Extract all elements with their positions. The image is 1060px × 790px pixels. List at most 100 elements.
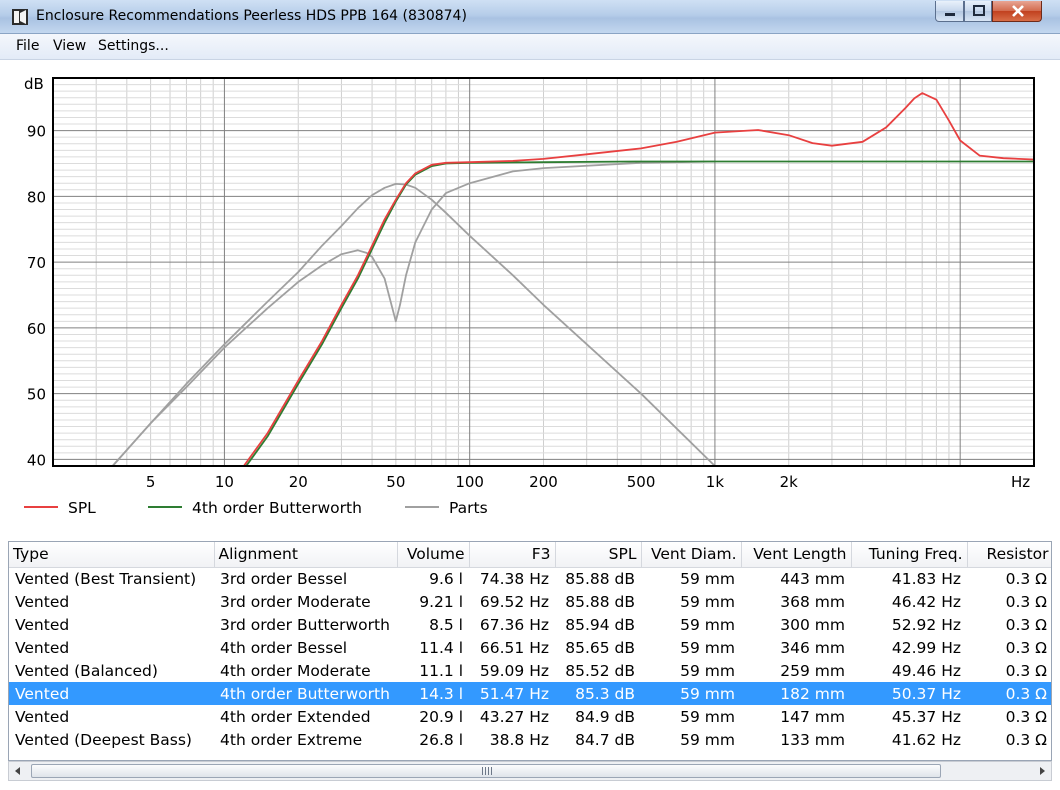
series-line-parts	[111, 160, 715, 466]
column-header[interactable]: Volume	[397, 542, 470, 568]
table-row[interactable]: Vented 3rd order Moderate 9.21 l 69.52 Hz 85…	[9, 590, 1051, 613]
table-cell: 45.37 Hz	[891, 707, 961, 726]
table-row[interactable]: Vented 4th order Bessel 11.4 l 66.51 Hz 85.6…	[9, 636, 1051, 659]
table-cell: 346 mm	[780, 638, 845, 657]
column-header[interactable]: Alignment	[214, 542, 398, 568]
table-cell: 59 mm	[680, 638, 735, 657]
recommendations-table: Type Alignment Volume F3 SPL Vent Diam. Vent L…	[8, 541, 1052, 761]
table-header: Type Alignment Volume F3 SPL Vent Diam. Vent L…	[9, 542, 1051, 568]
minimize-button[interactable]	[935, 1, 964, 22]
table-cell: 41.62 Hz	[891, 730, 961, 749]
y-tick-label: 60	[27, 320, 46, 338]
column-header[interactable]: Tuning Freq.	[851, 542, 968, 568]
scroll-right-button[interactable]	[1033, 762, 1051, 780]
table-cell: 59 mm	[680, 569, 735, 588]
table-cell: 0.3 Ω	[1005, 638, 1047, 657]
table-cell: 133 mm	[780, 730, 845, 749]
x-tick-labels: 5 10 20 50 100 200 500 1k 2k	[146, 473, 798, 491]
y-tick-label: 40	[27, 451, 46, 469]
column-header[interactable]: SPL	[555, 542, 642, 568]
menu-view[interactable]: View	[53, 38, 87, 54]
scroll-left-button[interactable]	[9, 762, 27, 780]
table-row[interactable]: Vented (Best Transient) 3rd order Bessel 9…	[9, 567, 1051, 590]
table-cell: Vented	[9, 682, 214, 705]
table-cell: 59.09 Hz	[479, 661, 549, 680]
y-tick-labels: 40 50 60 70 80 90	[27, 123, 46, 470]
menu-file[interactable]: File	[16, 38, 40, 54]
series-line-spl	[243, 92, 1034, 466]
horizontal-scrollbar[interactable]	[8, 761, 1052, 781]
table-cell: Vented	[15, 592, 70, 611]
legend-label: Parts	[449, 499, 488, 517]
table-cell: 11.4 l	[419, 638, 463, 657]
table-cell: Vented (Deepest Bass)	[15, 730, 192, 749]
x-tick-label: 2k	[780, 473, 799, 491]
column-header[interactable]: Type	[9, 542, 215, 568]
table-cell: 84.9 dB	[575, 707, 635, 726]
table-cell: Vented	[15, 707, 70, 726]
table-cell: 9.6 l	[429, 569, 463, 588]
table-cell: 42.99 Hz	[891, 638, 961, 657]
table-body: Vented (Best Transient) 3rd order Bessel 9…	[9, 567, 1051, 751]
menu-settings[interactable]: Settings...	[98, 38, 169, 54]
table-row[interactable]: Vented 4th order Butterworth 14.3 l 51.47 H…	[9, 682, 1051, 705]
close-button[interactable]	[992, 1, 1042, 22]
y-tick-label: 90	[27, 123, 46, 141]
x-tick-label: 1k	[706, 473, 725, 491]
title-bar: Enclosure Recommendations Peerless HDS P…	[0, 0, 1060, 34]
y-axis-label: dB	[24, 75, 44, 93]
table-cell: 52.92 Hz	[891, 615, 961, 634]
table-cell: 4th order Moderate	[220, 661, 371, 680]
table-row[interactable]: Vented 3rd order Butterworth 8.5 l 67.36 Hz…	[9, 613, 1051, 636]
series-line-parts	[111, 183, 716, 466]
window-title: Enclosure Recommendations Peerless HDS P…	[36, 8, 467, 24]
speaker-icon	[12, 9, 28, 25]
scroll-thumb[interactable]	[31, 764, 941, 778]
table-cell: 74.38 Hz	[479, 569, 549, 588]
plot-frame	[52, 77, 1035, 467]
y-tick-label: 80	[27, 188, 46, 206]
table-cell: 49.46 Hz	[891, 661, 961, 680]
table-row[interactable]: Vented (Balanced) 4th order Moderate 11.1 …	[9, 659, 1051, 682]
table-cell: 4th order Extended	[220, 707, 371, 726]
legend-label: SPL	[68, 499, 96, 517]
table-row[interactable]: Vented 4th order Extended 20.9 l 43.27 Hz 84…	[9, 705, 1051, 728]
table-cell: 182 mm	[741, 682, 851, 705]
x-axis-label: Hz	[1011, 473, 1030, 491]
table-cell: 0.3 Ω	[1005, 569, 1047, 588]
x-tick-label: 20	[289, 473, 308, 491]
table-cell: 69.52 Hz	[479, 592, 549, 611]
table-cell: 3rd order Moderate	[220, 592, 371, 611]
table-cell: 368 mm	[780, 592, 845, 611]
table-cell: 443 mm	[780, 569, 845, 588]
table-cell: 300 mm	[780, 615, 845, 634]
table-cell: 9.21 l	[419, 592, 463, 611]
table-cell: 20.9 l	[419, 707, 463, 726]
column-header[interactable]: Resistor	[967, 542, 1051, 568]
table-cell: Vented	[15, 638, 70, 657]
table-cell: 85.94 dB	[565, 615, 635, 634]
table-cell: 14.3 l	[397, 682, 469, 705]
column-header[interactable]: Vent Length	[741, 542, 852, 568]
table-cell: 85.65 dB	[565, 638, 635, 657]
maximize-button[interactable]	[964, 1, 992, 22]
table-cell: 11.1 l	[419, 661, 463, 680]
table-cell: 3rd order Butterworth	[220, 615, 390, 634]
table-cell: 0.3 Ω	[1005, 730, 1047, 749]
table-cell: 85.88 dB	[565, 592, 635, 611]
table-cell: 59 mm	[641, 682, 741, 705]
table-cell: 4th order Butterworth	[214, 682, 397, 705]
column-header[interactable]: F3	[469, 542, 556, 568]
table-row[interactable]: Vented (Deepest Bass) 4th order Extreme 26…	[9, 728, 1051, 751]
legend-label: 4th order Butterworth	[192, 499, 362, 517]
menu-bar: File View Settings...	[0, 34, 1060, 60]
table-cell: 38.8 Hz	[489, 730, 549, 749]
grip-icon	[482, 767, 494, 775]
table-cell: 0.3 Ω	[1005, 615, 1047, 634]
minimize-icon	[945, 13, 955, 16]
table-cell: 50.37 Hz	[851, 682, 967, 705]
chart-panel: dB Hz 40 50 60 70 80 90 5 10 20 50 100 200 500 1k 2k …	[8, 62, 1052, 536]
column-header[interactable]: Vent Diam.	[641, 542, 742, 568]
table-cell: 259 mm	[780, 661, 845, 680]
